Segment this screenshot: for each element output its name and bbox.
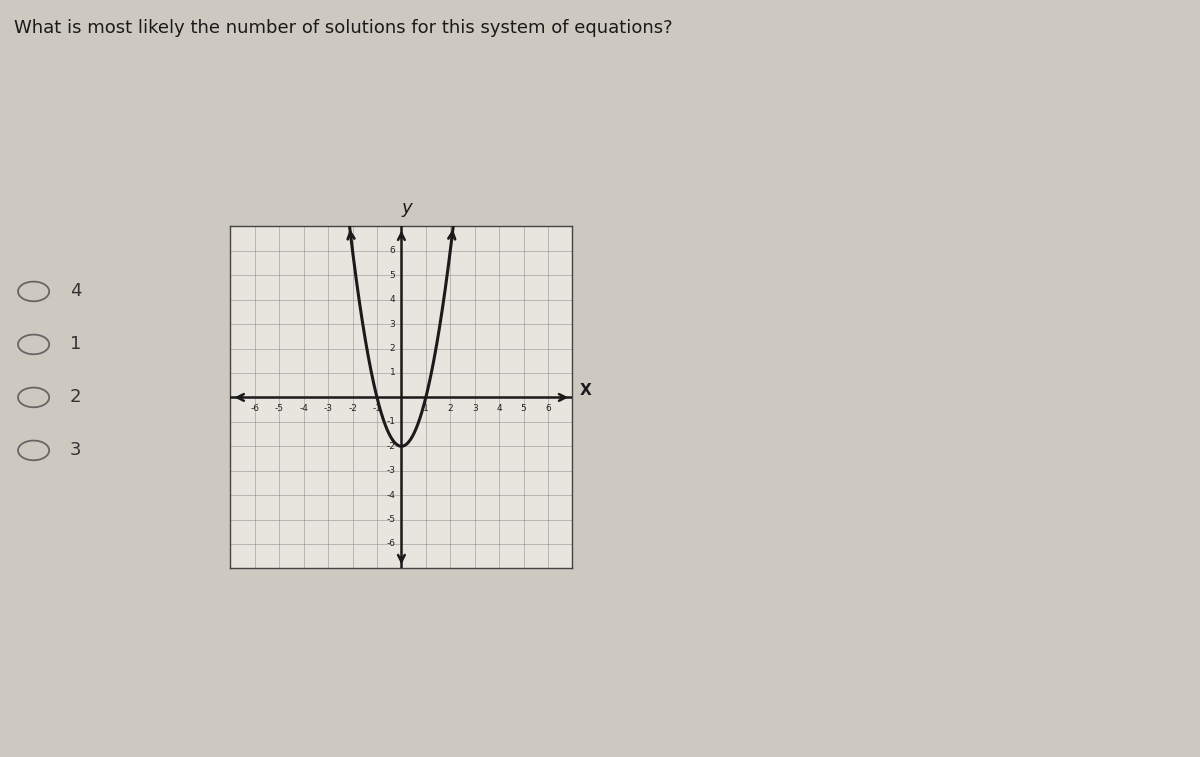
Text: -2: -2 bbox=[348, 403, 356, 413]
Text: -1: -1 bbox=[372, 403, 382, 413]
Text: -2: -2 bbox=[386, 442, 395, 450]
Text: -6: -6 bbox=[251, 403, 259, 413]
Text: 6: 6 bbox=[545, 403, 551, 413]
Text: 1: 1 bbox=[422, 403, 428, 413]
Text: -5: -5 bbox=[275, 403, 283, 413]
Text: 2: 2 bbox=[70, 388, 82, 407]
Text: 3: 3 bbox=[472, 403, 478, 413]
Text: 2: 2 bbox=[390, 344, 395, 353]
Text: 4: 4 bbox=[70, 282, 82, 301]
Text: X: X bbox=[580, 382, 592, 397]
Text: 5: 5 bbox=[521, 403, 527, 413]
Text: -4: -4 bbox=[386, 491, 395, 500]
Text: -6: -6 bbox=[386, 540, 395, 549]
Text: 6: 6 bbox=[390, 246, 395, 255]
Text: 1: 1 bbox=[70, 335, 80, 354]
Text: -1: -1 bbox=[386, 417, 395, 426]
Text: -3: -3 bbox=[324, 403, 332, 413]
Text: y: y bbox=[401, 198, 412, 217]
Text: 3: 3 bbox=[70, 441, 82, 459]
Text: 1: 1 bbox=[390, 369, 395, 378]
Text: -5: -5 bbox=[386, 515, 395, 524]
Text: 4: 4 bbox=[497, 403, 502, 413]
Text: -4: -4 bbox=[299, 403, 308, 413]
Text: What is most likely the number of solutions for this system of equations?: What is most likely the number of soluti… bbox=[14, 19, 673, 37]
Text: 3: 3 bbox=[390, 319, 395, 329]
Text: 5: 5 bbox=[390, 271, 395, 280]
Text: 4: 4 bbox=[390, 295, 395, 304]
Text: 2: 2 bbox=[448, 403, 454, 413]
Text: -3: -3 bbox=[386, 466, 395, 475]
